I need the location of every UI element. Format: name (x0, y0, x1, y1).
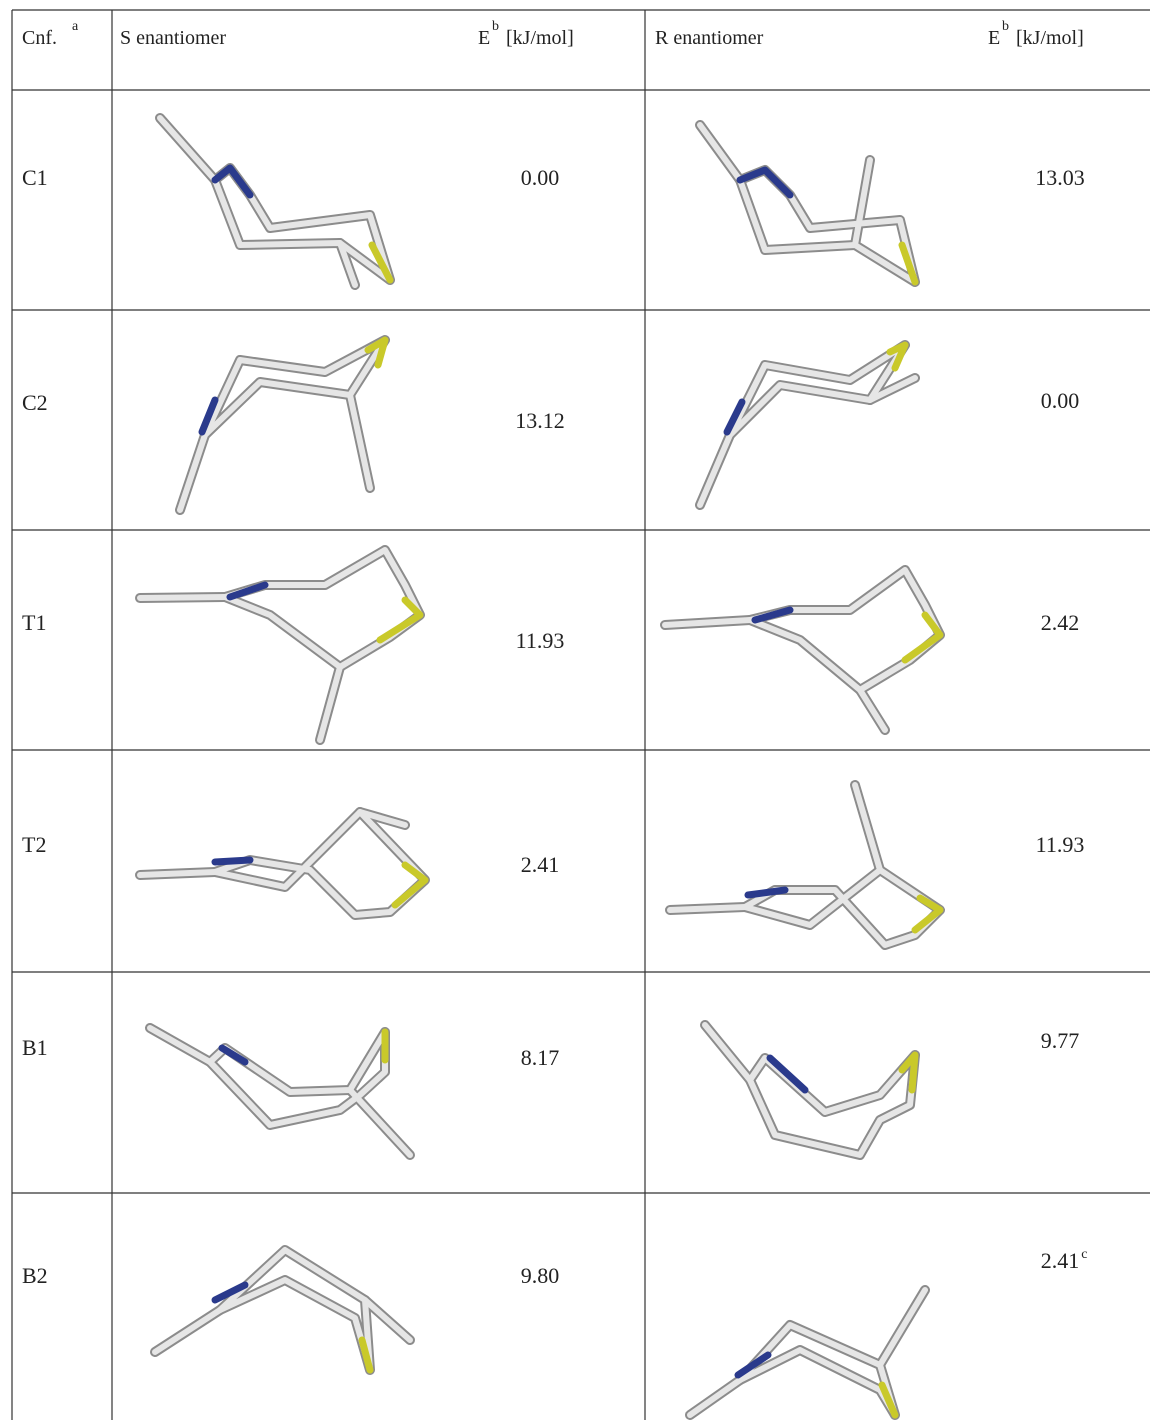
molecule-bond (320, 667, 340, 740)
conformer-label: C2 (22, 390, 48, 415)
molecule-bond (220, 1250, 370, 1370)
energy-value: 13.03 (1035, 165, 1085, 190)
molecule-bond (705, 1025, 750, 1080)
energy-value: 2.41 (1041, 1248, 1080, 1273)
molecule-bond (740, 1325, 895, 1415)
molecule-bond (350, 1090, 410, 1155)
molecule-bond (150, 1028, 210, 1062)
molecule-bond (770, 1058, 805, 1090)
molecule-bond (180, 435, 205, 510)
molecule-bond (745, 870, 940, 945)
molecule-bond (210, 1032, 385, 1125)
molecule-bond (350, 395, 370, 488)
header-energy: E (478, 27, 490, 49)
molecule-bond (880, 1290, 925, 1365)
header-note: b (492, 19, 499, 34)
molecule-bond (140, 597, 225, 598)
conformer-label: B1 (22, 1035, 48, 1060)
energy-value: 11.93 (1036, 832, 1085, 857)
conformer-label: T2 (22, 832, 46, 857)
energy-value: 2.41 (521, 852, 560, 877)
conformer-label: B2 (22, 1263, 48, 1288)
molecule-bond (855, 785, 880, 870)
molecule-bond (670, 907, 745, 910)
energy-value: 9.77 (1041, 1028, 1080, 1053)
energy-value: 0.00 (521, 165, 560, 190)
footnote-mark: c (1081, 1247, 1087, 1262)
header-note: b (1002, 19, 1009, 34)
table-page: Cnf. a S enantiomer E b [kJ/mol] R enant… (0, 0, 1150, 1420)
molecule-bond (860, 690, 885, 730)
molecule-bond (748, 890, 785, 895)
conformer-label: T1 (22, 610, 46, 635)
header-unit: [kJ/mol] (1016, 27, 1084, 49)
header-unit: [kJ/mol] (506, 27, 574, 49)
molecule-bond (700, 125, 740, 180)
energy-value: 9.80 (521, 1263, 560, 1288)
molecule-bond (215, 860, 250, 862)
molecule-bond (855, 160, 870, 245)
molecule-bond (700, 435, 730, 505)
energy-value: 0.00 (1041, 388, 1080, 413)
energy-value: 2.42 (1041, 610, 1080, 635)
molecule-bond (755, 610, 790, 620)
header-note: a (72, 19, 79, 34)
energy-value: 11.93 (516, 628, 565, 653)
header-cnf: Cnf. (22, 27, 57, 49)
header-r: R enantiomer (655, 27, 764, 49)
header-energy: E (988, 27, 1000, 49)
molecule-bond (140, 872, 215, 875)
energy-value: 13.12 (515, 408, 565, 433)
header-s: S enantiomer (120, 27, 226, 49)
conformer-label: C1 (22, 165, 48, 190)
molecule-bond (160, 118, 215, 180)
molecule-bond (155, 1310, 220, 1352)
molecule-bond (690, 1380, 740, 1415)
energy-value: 8.17 (521, 1045, 560, 1070)
